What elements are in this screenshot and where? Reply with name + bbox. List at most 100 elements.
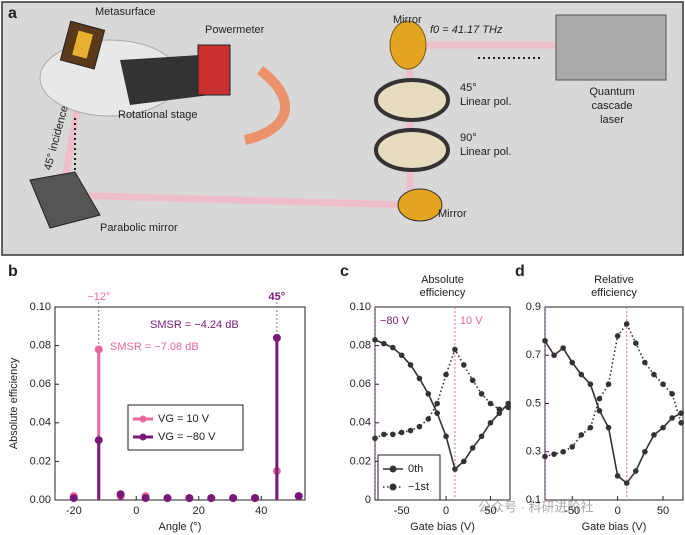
y-tick-label: 0.04 [30, 417, 51, 429]
point [496, 410, 503, 416]
x-axis-label: Angle (°) [159, 521, 202, 533]
point [372, 337, 378, 343]
parabolic-mirror [29, 171, 101, 229]
point [596, 395, 603, 402]
stem-marker [94, 436, 103, 445]
stem-marker [294, 492, 303, 501]
point [381, 431, 387, 438]
y-tick-label: 0.9 [526, 301, 541, 313]
reference-label: 45° [269, 291, 286, 303]
point [560, 345, 566, 351]
point [461, 458, 467, 465]
point [660, 424, 666, 431]
point [425, 416, 432, 422]
legend-marker [139, 415, 147, 423]
point [605, 381, 612, 388]
point [398, 352, 405, 359]
annotation: SMSR = −7.08 dB [110, 341, 199, 353]
chart-title: Absolute [421, 274, 464, 286]
stem-marker [163, 494, 172, 503]
series-line [544, 340, 682, 485]
annotation: SMSR = −4.24 dB [150, 319, 239, 331]
point [632, 468, 639, 474]
point [505, 400, 512, 407]
point [389, 431, 396, 438]
point [678, 420, 684, 426]
y-tick-label: 0.08 [30, 340, 51, 352]
point [587, 381, 594, 388]
legend-box [127, 404, 244, 451]
series-line [544, 322, 682, 458]
y-tick-label: 0.5 [526, 397, 541, 409]
point [623, 480, 630, 486]
legend-marker [389, 465, 397, 473]
stem-marker [69, 494, 78, 503]
mirror-bottom [397, 188, 443, 222]
label: cascade [592, 100, 633, 112]
point [416, 375, 423, 382]
polarizer-45 [374, 78, 450, 122]
laser-body [555, 14, 667, 81]
x-tick-label: 0 [133, 505, 139, 517]
chart-title: efficiency [591, 287, 637, 299]
stem-marker [251, 494, 259, 503]
label: 90° [460, 132, 477, 144]
stem-marker [94, 345, 103, 354]
x-axis-label: Gate bias (V) [410, 521, 475, 533]
y-tick-label: 0.06 [30, 378, 51, 390]
x-axis-label: Gate bias (V) [582, 521, 647, 533]
y-axis-label: Absolute efficiency [8, 357, 20, 449]
y-tick-label: 0.02 [350, 455, 371, 467]
point [505, 404, 512, 411]
point [678, 410, 684, 416]
powermeter [197, 44, 231, 96]
stem-marker [207, 494, 216, 503]
y-tick-label: 0.3 [526, 446, 541, 458]
stem-marker [116, 490, 125, 499]
y-tick-label: 0.02 [30, 455, 51, 467]
legend-label: −1st [408, 481, 429, 493]
point [372, 435, 378, 442]
label: 45° [460, 82, 477, 94]
y-tick-label: 0 [365, 494, 371, 506]
point [398, 429, 405, 436]
point [496, 406, 503, 413]
stem-marker [185, 494, 194, 503]
point [478, 433, 485, 440]
label: Mirror [438, 208, 467, 220]
point [578, 371, 585, 378]
y-tick-label: 0.08 [350, 340, 371, 352]
legend-marker [139, 433, 147, 441]
point [407, 362, 414, 368]
label: laser [600, 114, 624, 126]
x-tick-label: 50 [484, 505, 496, 517]
point [560, 448, 566, 455]
label: Rotational stage [118, 109, 198, 121]
label: Parabolic mirror [100, 222, 178, 234]
point [605, 424, 612, 431]
point [596, 407, 603, 414]
axes-frame [544, 306, 684, 501]
point [542, 453, 548, 460]
x-tick-label: 50 [657, 505, 669, 517]
point [651, 432, 657, 438]
legend-label: 0th [408, 463, 423, 475]
point [452, 346, 458, 353]
label: Quantum [589, 86, 634, 98]
point [434, 410, 440, 416]
x-tick-label: -50 [564, 505, 580, 517]
legend-box [377, 454, 441, 501]
y-tick-label: 0.10 [350, 301, 371, 313]
point [542, 337, 548, 344]
point [642, 448, 648, 455]
point [487, 400, 494, 407]
panel-label: c [340, 263, 349, 280]
axes-frame [54, 306, 306, 501]
point [632, 340, 639, 346]
point [452, 466, 458, 472]
y-tick-label: 0.7 [526, 349, 541, 361]
point [407, 427, 414, 434]
panel-a: a Metasurface Powermeter Rotational stag… [1, 1, 684, 256]
x-tick-label: -20 [66, 505, 82, 517]
